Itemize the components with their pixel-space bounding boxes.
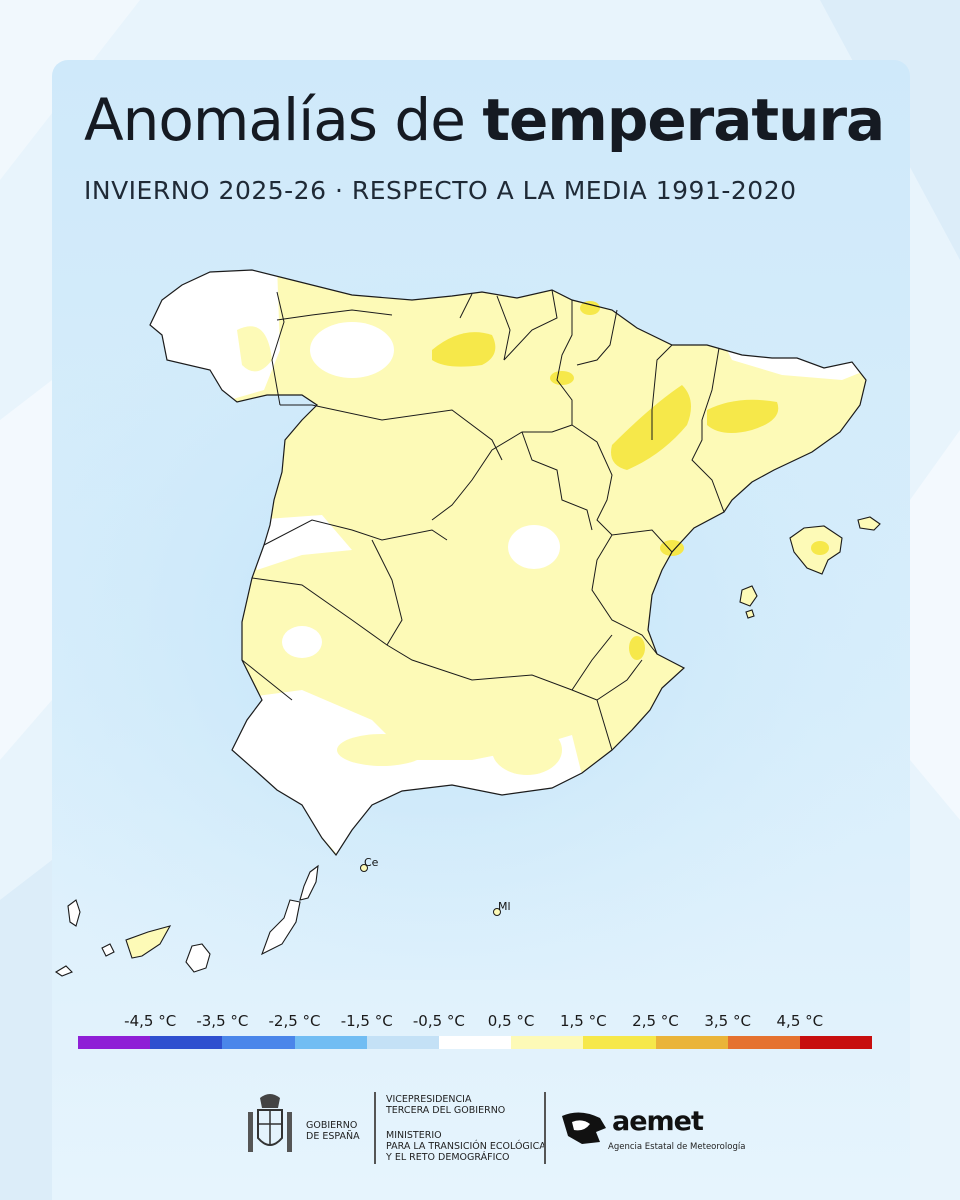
ceuta: Ce: [360, 856, 379, 872]
peninsula-outline: [149, 269, 867, 857]
legend-swatch: [438, 1036, 512, 1049]
coat-of-arms-icon: [248, 1094, 292, 1152]
zone-larioja-warm: [550, 371, 574, 385]
page-subtitle: INVIERNO 2025-26 · RESPECTO A LA MEDIA 1…: [84, 176, 797, 205]
zone-murcia-warm: [629, 636, 645, 660]
footer-separator-2: [544, 1092, 546, 1164]
legend-tick-label: 1,5 °C: [559, 1012, 607, 1030]
ministry-name: MINISTERIO PARA LA TRANSICIÓN ECOLÓGICA Y …: [386, 1130, 546, 1163]
aemet-wordmark: aemet: [612, 1106, 704, 1137]
legend-tick-label: -4,5 °C: [124, 1012, 177, 1030]
legend-swatch: [727, 1036, 800, 1049]
ceuta-label: Ce: [364, 856, 379, 869]
legend-tick-label: -0,5 °C: [412, 1012, 465, 1030]
legend-color-bar: [78, 1036, 873, 1049]
zone-extremadura-neutral: [252, 515, 352, 570]
footer-logos: GOBIERNO DE ESPAÑA VICEPRESIDENCIA TERCERA…: [52, 1090, 910, 1170]
color-legend: -4,5 °C -3,5 °C -2,5 °C -1,5 °C -0,5 °C 0,5 °…: [78, 1012, 873, 1052]
vice-name: VICEPRESIDENCIA TERCERA DEL GOBIERNO: [386, 1094, 506, 1116]
footer-separator: [374, 1092, 376, 1164]
melilla: Ml: [493, 900, 511, 916]
melilla-label: Ml: [498, 900, 511, 913]
legend-swatch: [222, 1036, 295, 1049]
canary-islands: [54, 864, 319, 977]
spain-anomaly-map: Ce Ml: [52, 260, 910, 980]
zone-andalucia-mixed2: [492, 725, 562, 775]
legend-swatch: [366, 1036, 439, 1049]
fuerteventura: [261, 899, 301, 956]
legend-swatch: [78, 1036, 151, 1049]
legend-swatch: [583, 1036, 656, 1049]
legend-swatch: [655, 1036, 728, 1049]
zone-galicia-mixed: [237, 326, 272, 372]
zone-valencia-warm: [660, 540, 684, 556]
mallorca-warm: [811, 541, 829, 555]
lanzarote: [299, 864, 319, 901]
zone-castilla-neutral: [310, 322, 394, 378]
gov-name: GOBIERNO DE ESPAÑA: [306, 1120, 360, 1142]
legend-swatch: [799, 1036, 873, 1049]
zone-aragon-warm: [611, 385, 691, 470]
page-title: Anomalías de temperatura: [84, 86, 885, 154]
zone-cantabria-warm: [580, 301, 600, 315]
legend-swatch: [511, 1036, 584, 1049]
formentera: [745, 609, 755, 619]
peninsula: [149, 269, 867, 857]
aemet-logo-icon: [562, 1112, 606, 1144]
zone-lamancha-neutral: [282, 626, 322, 658]
zone-leon-warm: [432, 332, 496, 367]
la-palma: [67, 899, 81, 927]
aemet-full-name: Agencia Estatal de Meteorología: [608, 1142, 746, 1152]
legend-tick-label: 3,5 °C: [704, 1012, 751, 1030]
legend-tick-label: -3,5 °C: [196, 1012, 249, 1030]
legend-tick-label: 2,5 °C: [632, 1012, 679, 1030]
region-borders: [241, 289, 725, 751]
balearic-islands: [739, 516, 881, 619]
legend-swatch: [294, 1036, 367, 1049]
legend-swatch: [150, 1036, 223, 1049]
la-gomera: [101, 943, 115, 957]
zone-andalucia-mixed: [337, 734, 427, 766]
legend-tick-label: 4,5 °C: [776, 1012, 824, 1030]
gran-canaria: [185, 943, 211, 973]
legend-tick-label: -1,5 °C: [340, 1012, 393, 1030]
el-hierro: [54, 965, 73, 977]
menorca: [857, 516, 881, 531]
map-card: Anomalías de temperatura INVIERNO 2025-2…: [52, 60, 910, 1200]
zone-madrid-neutral: [508, 525, 560, 569]
ibiza: [739, 585, 758, 607]
legend-tick-label: 0,5 °C: [487, 1012, 535, 1030]
zone-andalucia-neutral: [222, 690, 582, 855]
zone-cataluna-warm: [707, 399, 779, 434]
legend-tick-label: -2,5 °C: [268, 1012, 321, 1030]
tenerife: [125, 925, 172, 959]
